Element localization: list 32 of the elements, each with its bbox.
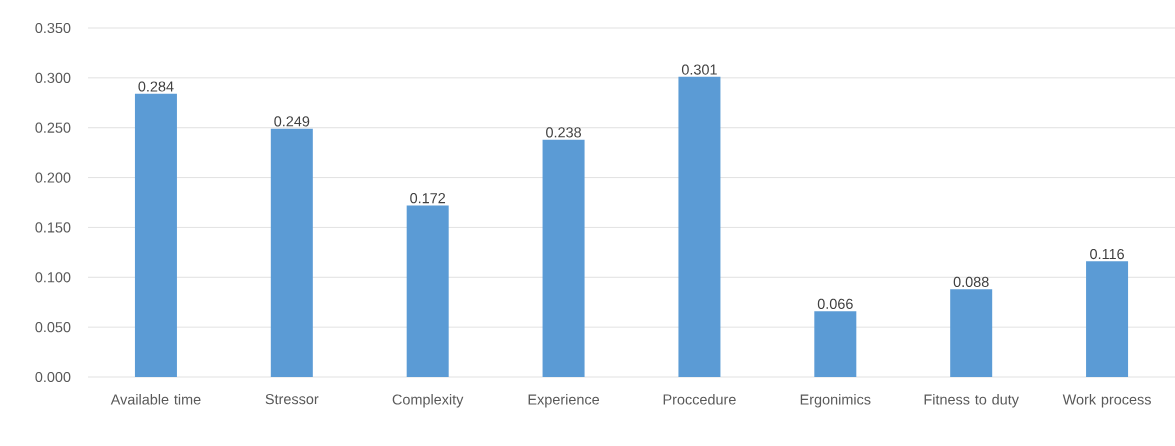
x-tick-label: Stressor <box>265 394 319 405</box>
y-tick-label: 0.250 <box>35 122 71 133</box>
y-tick-label: 0.350 <box>35 22 71 34</box>
data-label: 0.238 <box>546 127 582 138</box>
bar <box>270 128 313 377</box>
bar <box>406 205 449 377</box>
bar <box>950 289 993 377</box>
bar <box>542 139 585 377</box>
data-label: 0.116 <box>1090 248 1124 260</box>
y-tick-label: 0.050 <box>35 322 71 333</box>
x-tick-label: Ergonimics <box>800 394 871 408</box>
bar <box>678 76 721 377</box>
bar <box>1086 261 1129 377</box>
data-label: 0.284 <box>138 81 174 92</box>
y-tick-label: 0.100 <box>35 272 71 283</box>
x-tick-label: Complexity <box>392 394 464 408</box>
data-label: 0.172 <box>410 193 446 204</box>
x-tick-label: Available time <box>110 394 201 405</box>
data-label: 0.301 <box>681 64 717 75</box>
y-tick-label: 0.000 <box>35 371 71 383</box>
x-tick-label: Fitness to duty <box>924 394 1019 408</box>
x-tick-label: Proccedure <box>663 394 736 405</box>
x-tick-label: Work process <box>1062 394 1151 408</box>
bar <box>134 93 177 377</box>
y-tick-label: 0.200 <box>35 172 71 183</box>
bar <box>814 311 857 377</box>
data-label: 0.088 <box>953 276 989 288</box>
data-label: 0.249 <box>274 116 310 127</box>
x-tick-label: Experience <box>528 394 600 408</box>
y-tick-label: 0.150 <box>35 222 71 233</box>
y-tick-label: 0.300 <box>35 72 71 83</box>
data-label: 0.066 <box>817 298 853 309</box>
